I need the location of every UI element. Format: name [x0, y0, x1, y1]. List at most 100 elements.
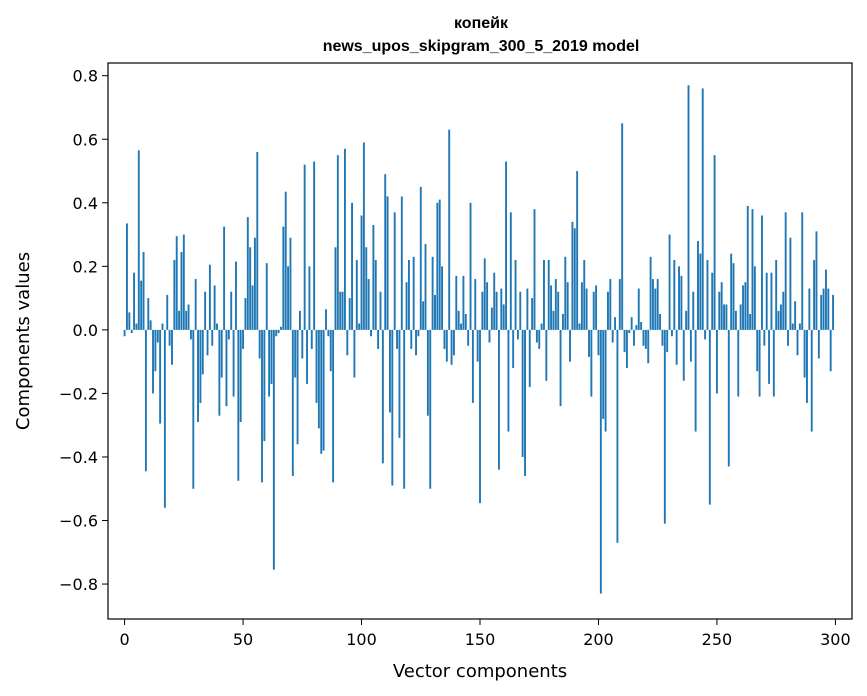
bar-166 [516, 329, 519, 340]
bar-152 [483, 258, 486, 330]
bar-211 [623, 329, 626, 353]
bar-101 [362, 142, 365, 330]
bar-216 [635, 325, 638, 330]
bar-52 [246, 217, 249, 330]
bar-247 [708, 329, 711, 505]
bar-31 [197, 329, 199, 423]
bar-149 [476, 329, 479, 362]
bar-248 [711, 272, 714, 330]
bar-10 [147, 298, 150, 330]
bar-292 [815, 231, 818, 330]
x-tick-label: 50 [233, 630, 253, 649]
bar-24 [180, 252, 183, 330]
bar-36 [208, 264, 211, 330]
bar-188 [569, 329, 571, 362]
bar-227 [661, 329, 664, 346]
bar-27 [187, 304, 190, 330]
bar-58 [261, 329, 263, 483]
bar-230 [668, 234, 671, 330]
bar-119 [405, 282, 408, 330]
bar-168 [521, 329, 524, 457]
bar-38 [213, 285, 216, 330]
bar-130 [431, 256, 434, 330]
bar-204 [607, 291, 609, 330]
bar-156 [493, 272, 496, 330]
bar-155 [490, 307, 493, 330]
bar-202 [602, 329, 605, 419]
bar-134 [441, 266, 444, 330]
bar-181 [552, 310, 555, 330]
bar-108 [379, 291, 382, 330]
bar-100 [360, 215, 363, 330]
bar-125 [419, 186, 422, 330]
bar-26 [185, 310, 188, 330]
bar-209 [618, 279, 621, 330]
bar-298 [829, 329, 832, 372]
bar-210 [621, 123, 624, 330]
bar-69 [287, 266, 290, 330]
y-tick-label: −0.2 [59, 384, 98, 403]
bar-77 [306, 329, 308, 384]
bar-254 [725, 304, 728, 330]
bar-107 [377, 329, 380, 349]
bar-182 [554, 279, 557, 330]
bar-180 [550, 285, 553, 330]
bar-270 [763, 329, 766, 346]
y-tick-label: −0.8 [59, 575, 98, 594]
bar-192 [578, 323, 581, 330]
bar-86 [327, 329, 330, 337]
bar-92 [341, 291, 344, 330]
bar-42 [223, 226, 226, 330]
bar-91 [339, 291, 342, 330]
bar-142 [460, 323, 462, 330]
bar-90 [336, 155, 339, 330]
bar-122 [412, 256, 415, 330]
bar-127 [424, 244, 427, 330]
bar-195 [585, 288, 588, 330]
chart-subtitle: news_upos_skipgram_300_5_2019 model [323, 38, 640, 55]
bar-217 [637, 288, 640, 330]
bar-84 [322, 329, 325, 451]
bar-296 [824, 269, 827, 330]
bar-22 [175, 236, 178, 330]
bar-295 [822, 288, 825, 330]
bar-191 [576, 171, 579, 330]
bar-141 [457, 310, 460, 330]
bar-3 [130, 329, 133, 334]
bar-290 [810, 329, 813, 432]
bar-229 [666, 329, 669, 353]
bar-163 [509, 212, 512, 330]
bar-7 [140, 280, 143, 330]
bar-129 [429, 329, 432, 489]
bar-228 [663, 329, 666, 524]
bar-89 [334, 247, 337, 330]
bar-232 [673, 259, 676, 330]
chart-title: копейк [454, 15, 509, 32]
bar-71 [291, 329, 294, 477]
bar-25 [182, 234, 185, 330]
y-tick-label: 0.0 [73, 321, 98, 340]
x-tick-label: 150 [465, 630, 496, 649]
bar-137 [448, 129, 451, 330]
bar-51 [244, 298, 247, 330]
bar-256 [730, 253, 733, 330]
bar-44 [227, 329, 230, 340]
bar-19 [168, 329, 171, 346]
bar-243 [699, 253, 702, 330]
bar-95 [348, 298, 351, 330]
bar-190 [573, 228, 576, 330]
bar-265 [751, 209, 754, 330]
bar-199 [595, 285, 598, 330]
bar-72 [294, 329, 297, 378]
bar-132 [436, 202, 439, 330]
bar-159 [500, 288, 503, 330]
bar-277 [779, 304, 782, 330]
bar-6 [137, 150, 140, 330]
bar-14 [156, 329, 159, 343]
x-tick-label: 250 [702, 630, 733, 649]
bar-45 [230, 291, 233, 330]
bar-266 [753, 266, 756, 330]
bar-276 [777, 310, 780, 330]
bar-237 [685, 310, 688, 330]
bar-5 [135, 323, 138, 330]
